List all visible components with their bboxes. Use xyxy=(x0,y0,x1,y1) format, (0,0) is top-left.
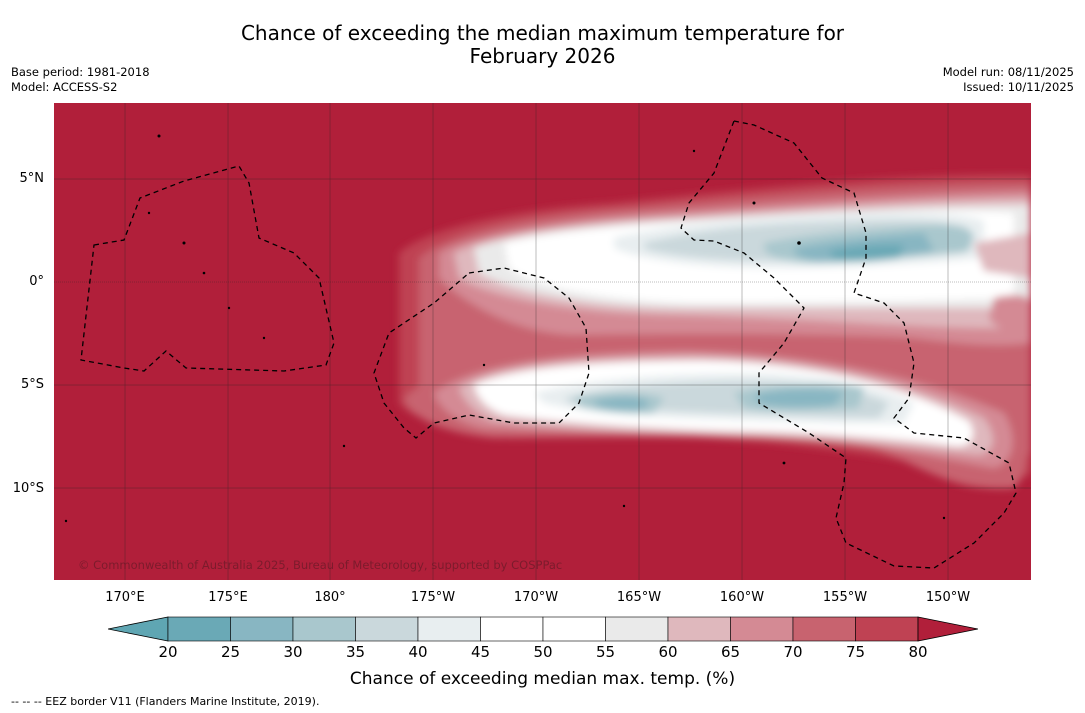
colorbar xyxy=(108,616,978,642)
lon-label-165w: 165°W xyxy=(616,590,662,605)
colorbar-tick-label: 70 xyxy=(783,643,803,661)
lat-label-5n: 5°N xyxy=(19,171,45,186)
lon-label-160w: 160°W xyxy=(719,590,765,605)
model-run: Model run: 08/11/2025 xyxy=(942,65,1074,79)
colorbar-segment xyxy=(417,616,481,642)
colorbar-tick-label: 45 xyxy=(470,643,491,661)
meta-left: Base period: 1981-2018 Model: ACCESS-S2 xyxy=(11,65,150,95)
copyright-notice: © Commonwealth of Australia 2025, Bureau… xyxy=(78,558,563,572)
colorbar-segment xyxy=(855,616,919,642)
map-graphic xyxy=(54,103,1031,580)
colorbar-segment xyxy=(480,616,544,642)
colorbar-segment xyxy=(605,616,669,642)
lon-label-155w: 155°W xyxy=(822,590,868,605)
colorbar-tick-label: 60 xyxy=(658,643,678,661)
colorbar-tick-label: 75 xyxy=(845,643,866,661)
islands xyxy=(64,134,946,523)
meta-right: Model run: 08/11/2025 Issued: 10/11/2025 xyxy=(943,65,1074,95)
model-name: Model: ACCESS-S2 xyxy=(11,80,118,94)
colorbar-extend-low xyxy=(108,616,169,642)
title-line-1: Chance of exceeding the median maximum t… xyxy=(240,21,845,45)
colorbar-tick-label: 65 xyxy=(720,643,741,661)
colorbar-segment xyxy=(355,616,419,642)
colorbar-tick-label: 20 xyxy=(158,643,178,661)
probability-field xyxy=(399,174,1031,489)
forecast-map: © Commonwealth of Australia 2025, Bureau… xyxy=(54,103,1031,580)
lon-label-150w: 150°W xyxy=(925,590,971,605)
colorbar-segment xyxy=(292,616,356,642)
lat-label-0: 0° xyxy=(29,274,44,289)
lat-label-10s: 10°S xyxy=(12,481,44,496)
graticule xyxy=(54,103,1031,580)
colorbar-segment xyxy=(792,616,856,642)
lon-label-170e: 170°E xyxy=(105,590,145,605)
colorbar-label: Chance of exceeding median max. temp. (%… xyxy=(349,669,736,689)
base-period: Base period: 1981-2018 xyxy=(11,65,150,79)
colorbar-tick-label: 80 xyxy=(908,643,928,661)
lon-label-175e: 175°E xyxy=(208,590,248,605)
lat-label-5s: 5°S xyxy=(20,377,44,392)
colorbar-segment xyxy=(667,616,731,642)
colorbar-segment xyxy=(730,616,794,642)
colorbar-segment xyxy=(230,616,294,642)
title-line-2: February 2026 xyxy=(469,44,616,68)
chart-title: Chance of exceeding the median maximum t… xyxy=(0,22,1085,68)
colorbar-tick-label: 25 xyxy=(220,643,241,661)
lon-label-180: 180° xyxy=(314,590,346,605)
eez-legend-note: -- -- -- EEZ border V11 (Flanders Marine… xyxy=(11,695,320,708)
eez-borders xyxy=(80,120,1017,569)
colorbar-segment xyxy=(167,616,231,642)
colorbar-tick-label: 40 xyxy=(408,643,428,661)
colorbar-tick-label: 35 xyxy=(345,643,366,661)
colorbar-tick-label: 50 xyxy=(533,643,553,661)
colorbar-extend-high xyxy=(917,616,978,642)
lon-label-170w: 170°W xyxy=(513,590,559,605)
colorbar-segment xyxy=(542,616,606,642)
lon-label-175w: 175°W xyxy=(410,590,456,605)
colorbar-tick-label: 30 xyxy=(283,643,303,661)
colorbar-tick-label: 55 xyxy=(595,643,616,661)
issued-date: Issued: 10/11/2025 xyxy=(963,80,1074,94)
